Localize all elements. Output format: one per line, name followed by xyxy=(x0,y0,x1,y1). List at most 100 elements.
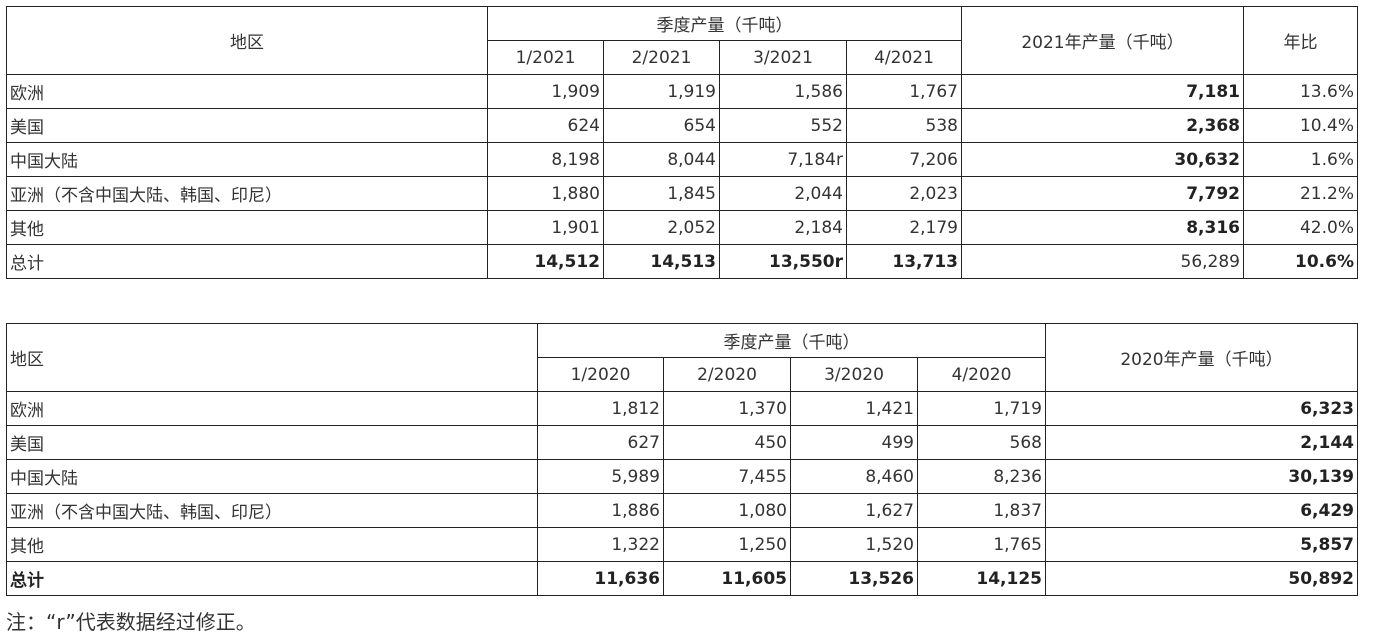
annual-cell: 2,144 xyxy=(1045,425,1358,460)
value-cell: 11,605 xyxy=(663,561,791,596)
value-cell: 1,909 xyxy=(487,74,604,109)
region-cell: 亚洲（不含中国大陆、韩国、印尼） xyxy=(6,176,488,211)
annual-cell: 8,316 xyxy=(961,210,1244,245)
value-cell: 13,550r xyxy=(719,244,847,279)
header-quarter: 1/2020 xyxy=(537,357,664,392)
value-cell: 8,198 xyxy=(487,142,604,177)
value-cell: 1,250 xyxy=(663,527,791,562)
region-cell: 总计 xyxy=(6,244,488,279)
region-cell: 总计 xyxy=(6,561,538,596)
value-cell: 11,636 xyxy=(537,561,664,596)
value-cell: 538 xyxy=(846,108,962,143)
value-cell: 7,184r xyxy=(719,142,847,177)
annual-cell: 2,368 xyxy=(961,108,1244,143)
table-row: 中国大陆 5,989 7,455 8,460 8,236 30,139 xyxy=(6,459,1358,494)
header-quarter: 2/2021 xyxy=(603,40,720,75)
region-cell: 中国大陆 xyxy=(6,142,488,177)
value-cell: 2,052 xyxy=(603,210,720,245)
header-quarter: 1/2021 xyxy=(487,40,604,75)
value-cell: 1,765 xyxy=(917,527,1046,562)
value-cell: 14,512 xyxy=(487,244,604,279)
value-cell: 499 xyxy=(790,425,918,460)
value-cell: 13,713 xyxy=(846,244,962,279)
yoy-cell: 1.6% xyxy=(1243,142,1358,177)
value-cell: 1,586 xyxy=(719,74,847,109)
yoy-cell: 21.2% xyxy=(1243,176,1358,211)
value-cell: 1,919 xyxy=(603,74,720,109)
annual-cell: 50,892 xyxy=(1045,561,1358,596)
header-quarterly: 季度产量（千吨） xyxy=(487,6,962,41)
region-cell: 美国 xyxy=(6,425,538,460)
table-row: 其他 1,901 2,052 2,184 2,179 8,316 42.0% xyxy=(6,210,1358,245)
value-cell: 1,370 xyxy=(663,391,791,426)
value-cell: 568 xyxy=(917,425,1046,460)
table-row: 美国 624 654 552 538 2,368 10.4% xyxy=(6,108,1358,143)
production-table-2020: 地区 季度产量（千吨） 2020年产量（千吨） 1/2020 2/2020 3/… xyxy=(6,323,1358,596)
header-region: 地区 xyxy=(6,323,538,392)
table-row: 亚洲（不含中国大陆、韩国、印尼） 1,880 1,845 2,044 2,023… xyxy=(6,176,1358,211)
value-cell: 1,886 xyxy=(537,493,664,528)
value-cell: 1,520 xyxy=(790,527,918,562)
table-row: 其他 1,322 1,250 1,520 1,765 5,857 xyxy=(6,527,1358,562)
region-cell: 其他 xyxy=(6,527,538,562)
header-quarter: 2/2020 xyxy=(663,357,791,392)
table-row: 欧洲 1,812 1,370 1,421 1,719 6,323 xyxy=(6,391,1358,426)
header-quarter: 4/2021 xyxy=(846,40,962,75)
total-row: 总计 11,636 11,605 13,526 14,125 50,892 xyxy=(6,561,1358,596)
region-cell: 亚洲（不含中国大陆、韩国、印尼） xyxy=(6,493,538,528)
value-cell: 2,184 xyxy=(719,210,847,245)
value-cell: 2,179 xyxy=(846,210,962,245)
annual-cell: 56,289 xyxy=(961,244,1244,279)
region-cell: 中国大陆 xyxy=(6,459,538,494)
value-cell: 654 xyxy=(603,108,720,143)
header-yoy: 年比 xyxy=(1243,6,1358,75)
value-cell: 5,989 xyxy=(537,459,664,494)
annual-cell: 7,181 xyxy=(961,74,1244,109)
value-cell: 624 xyxy=(487,108,604,143)
table-row: 中国大陆 8,198 8,044 7,184r 7,206 30,632 1.6… xyxy=(6,142,1358,177)
annual-cell: 6,429 xyxy=(1045,493,1358,528)
value-cell: 2,044 xyxy=(719,176,847,211)
value-cell: 1,880 xyxy=(487,176,604,211)
value-cell: 8,460 xyxy=(790,459,918,494)
value-cell: 1,812 xyxy=(537,391,664,426)
table-row: 美国 627 450 499 568 2,144 xyxy=(6,425,1358,460)
value-cell: 8,044 xyxy=(603,142,720,177)
annual-cell: 30,632 xyxy=(961,142,1244,177)
yoy-cell: 13.6% xyxy=(1243,74,1358,109)
value-cell: 1,421 xyxy=(790,391,918,426)
value-cell: 7,206 xyxy=(846,142,962,177)
annual-cell: 7,792 xyxy=(961,176,1244,211)
value-cell: 2,023 xyxy=(846,176,962,211)
value-cell: 8,236 xyxy=(917,459,1046,494)
annual-cell: 6,323 xyxy=(1045,391,1358,426)
value-cell: 450 xyxy=(663,425,791,460)
value-cell: 7,455 xyxy=(663,459,791,494)
value-cell: 1,845 xyxy=(603,176,720,211)
value-cell: 1,080 xyxy=(663,493,791,528)
value-cell: 14,125 xyxy=(917,561,1046,596)
header-region: 地区 xyxy=(6,6,488,75)
annual-cell: 5,857 xyxy=(1045,527,1358,562)
annual-cell: 30,139 xyxy=(1045,459,1358,494)
value-cell: 1,837 xyxy=(917,493,1046,528)
value-cell: 627 xyxy=(537,425,664,460)
yoy-cell: 10.4% xyxy=(1243,108,1358,143)
value-cell: 1,767 xyxy=(846,74,962,109)
value-cell: 552 xyxy=(719,108,847,143)
header-quarter: 3/2021 xyxy=(719,40,847,75)
region-cell: 欧洲 xyxy=(6,74,488,109)
value-cell: 1,322 xyxy=(537,527,664,562)
header-quarter: 4/2020 xyxy=(917,357,1046,392)
header-quarterly: 季度产量（千吨） xyxy=(537,323,1046,358)
region-cell: 其他 xyxy=(6,210,488,245)
total-row: 总计 14,512 14,513 13,550r 13,713 56,289 1… xyxy=(6,244,1358,279)
value-cell: 14,513 xyxy=(603,244,720,279)
yoy-cell: 42.0% xyxy=(1243,210,1358,245)
value-cell: 1,627 xyxy=(790,493,918,528)
value-cell: 13,526 xyxy=(790,561,918,596)
production-table-2021: 地区 季度产量（千吨） 2021年产量（千吨） 年比 1/2021 2/2021… xyxy=(6,6,1358,279)
value-cell: 1,719 xyxy=(917,391,1046,426)
value-cell: 1,901 xyxy=(487,210,604,245)
table-row: 亚洲（不含中国大陆、韩国、印尼） 1,886 1,080 1,627 1,837… xyxy=(6,493,1358,528)
